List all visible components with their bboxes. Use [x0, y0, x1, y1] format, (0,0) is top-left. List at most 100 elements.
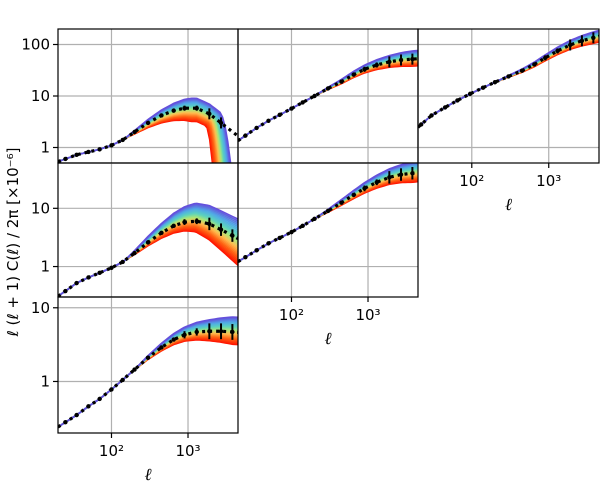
panel-row2-col2: 10² 10³ ℓ	[237, 162, 419, 349]
model-curve	[238, 57, 418, 142]
data-point	[532, 62, 537, 67]
data-point	[579, 38, 585, 44]
model-curve	[238, 64, 418, 142]
data-point	[567, 42, 573, 48]
best-fit-line	[58, 329, 238, 429]
model-curve	[238, 172, 418, 263]
x-tick-label: 10³	[536, 172, 561, 190]
y-tick-label: 1	[40, 258, 50, 276]
model-curve	[418, 35, 599, 128]
model-curve	[238, 180, 418, 263]
data-point	[120, 137, 125, 143]
model-curve	[238, 175, 418, 263]
data-point	[506, 74, 511, 79]
data-point	[362, 186, 367, 191]
x-tick-label: 10²	[279, 306, 304, 324]
data-point	[145, 240, 151, 245]
x-axis-label: ℓ	[324, 329, 331, 349]
model-curve	[238, 176, 418, 263]
data-point	[555, 48, 560, 54]
y-tick-label: 1	[40, 138, 50, 156]
y-tick-label: 1	[40, 372, 50, 390]
data-point	[207, 221, 212, 227]
data-point	[182, 332, 187, 337]
model-curve	[238, 171, 418, 263]
model-curve	[238, 179, 418, 263]
data-point	[374, 180, 379, 185]
data-point	[398, 172, 404, 177]
model-curve	[418, 37, 599, 128]
model-curve	[418, 36, 599, 128]
data-point	[543, 55, 548, 61]
data-point	[243, 254, 248, 260]
model-curve	[418, 35, 599, 128]
data-point	[339, 79, 344, 84]
data-point	[374, 62, 379, 68]
model-curve	[238, 60, 418, 142]
model-curve	[58, 333, 238, 428]
model-curve	[58, 338, 238, 428]
data-point	[145, 355, 151, 360]
data-point	[109, 265, 114, 271]
data-point	[159, 113, 164, 118]
data-point	[182, 219, 187, 225]
model-curve	[418, 40, 599, 128]
data-point	[455, 98, 460, 103]
data-point	[300, 223, 305, 229]
panel-row3-col1: 1 10 10² 10³ ℓ	[31, 296, 239, 482]
model-curve	[238, 55, 418, 142]
data-point	[120, 377, 125, 383]
model-curve	[238, 54, 418, 142]
x-tick-label: 10²	[99, 442, 124, 460]
model-curve	[238, 64, 418, 142]
model-curve	[58, 326, 238, 428]
data-point	[159, 345, 164, 350]
data-point	[339, 200, 344, 205]
model-curve	[58, 330, 238, 428]
panel-row1-col2	[237, 28, 419, 164]
data-point	[207, 111, 212, 117]
panel-row2-col1: 1 10	[31, 162, 239, 298]
data-point	[132, 367, 137, 372]
data-point	[86, 275, 91, 280]
x-axis-label: ℓ	[144, 465, 151, 482]
model-curve	[58, 329, 238, 428]
model-curve	[418, 39, 599, 128]
data-point	[120, 259, 125, 265]
data-point	[63, 420, 68, 425]
data-point	[74, 280, 79, 286]
model-curve	[238, 61, 418, 142]
data-point	[194, 219, 199, 224]
data-point	[429, 113, 434, 118]
data-point	[63, 156, 68, 162]
data-point	[467, 91, 473, 97]
data-point	[418, 122, 424, 127]
data-point	[254, 248, 259, 253]
panel-row1-col3: 10² 10³ ℓ	[417, 28, 600, 215]
data-point	[410, 56, 415, 62]
data-point	[218, 329, 224, 334]
panel-row1-col1: 1 10 100	[21, 28, 239, 164]
model-curve	[418, 37, 599, 128]
model-curve	[418, 38, 599, 128]
model-curve	[238, 62, 418, 142]
model-curves	[58, 202, 238, 297]
model-curve	[58, 325, 238, 428]
data-point	[289, 106, 294, 111]
data-point	[591, 35, 596, 40]
data-point	[387, 175, 392, 180]
data-point	[492, 80, 498, 85]
data-point	[182, 105, 187, 111]
model-curve	[58, 328, 238, 428]
model-curve	[58, 338, 238, 428]
model-curve	[238, 57, 418, 142]
model-curve	[238, 61, 418, 142]
model-curve	[418, 37, 599, 128]
data-point	[218, 227, 224, 232]
data-point	[132, 250, 137, 256]
panels-group: 1 10 100 10² 10³ ℓ 1 10 10² 10³ ℓ 1 10 10² 10³ ℓ	[21, 28, 600, 482]
data-point	[74, 152, 79, 158]
model-curve	[238, 173, 418, 263]
data-point	[266, 241, 271, 246]
